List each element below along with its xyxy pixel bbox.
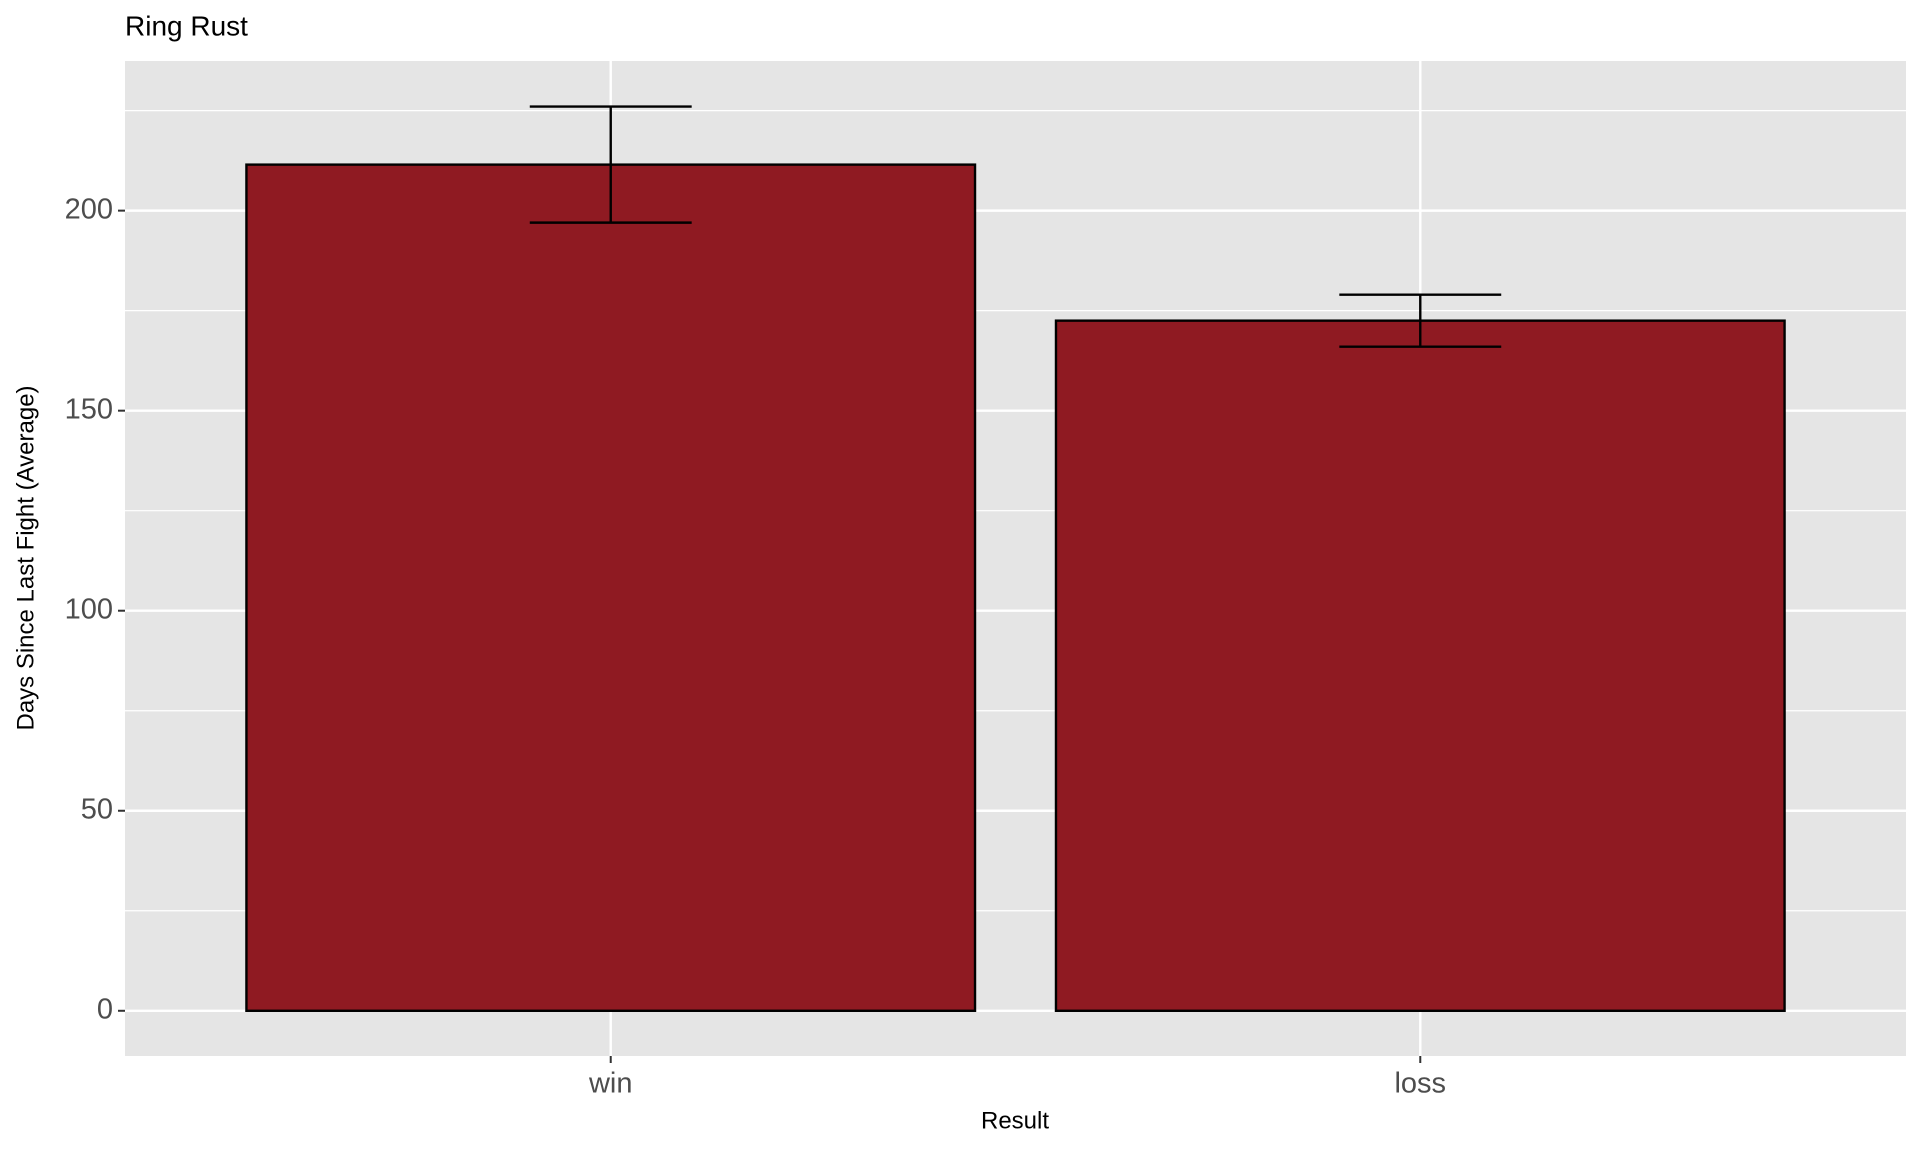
y-tick-label: 200 bbox=[65, 193, 113, 225]
y-tick-label: 100 bbox=[65, 593, 113, 625]
x-tick-label: win bbox=[588, 1068, 633, 1100]
y-tick-label: 0 bbox=[97, 993, 113, 1025]
y-tick-label: 150 bbox=[65, 393, 113, 425]
x-tick-label: loss bbox=[1394, 1068, 1446, 1100]
chart-title: Ring Rust bbox=[125, 10, 248, 41]
y-tick-label: 50 bbox=[81, 793, 113, 825]
bar bbox=[245, 163, 977, 1012]
bar bbox=[1054, 319, 1786, 1012]
x-axis-title: Result bbox=[981, 1107, 1049, 1134]
y-axis-title: Days Since Last Fight (Average) bbox=[12, 385, 39, 730]
